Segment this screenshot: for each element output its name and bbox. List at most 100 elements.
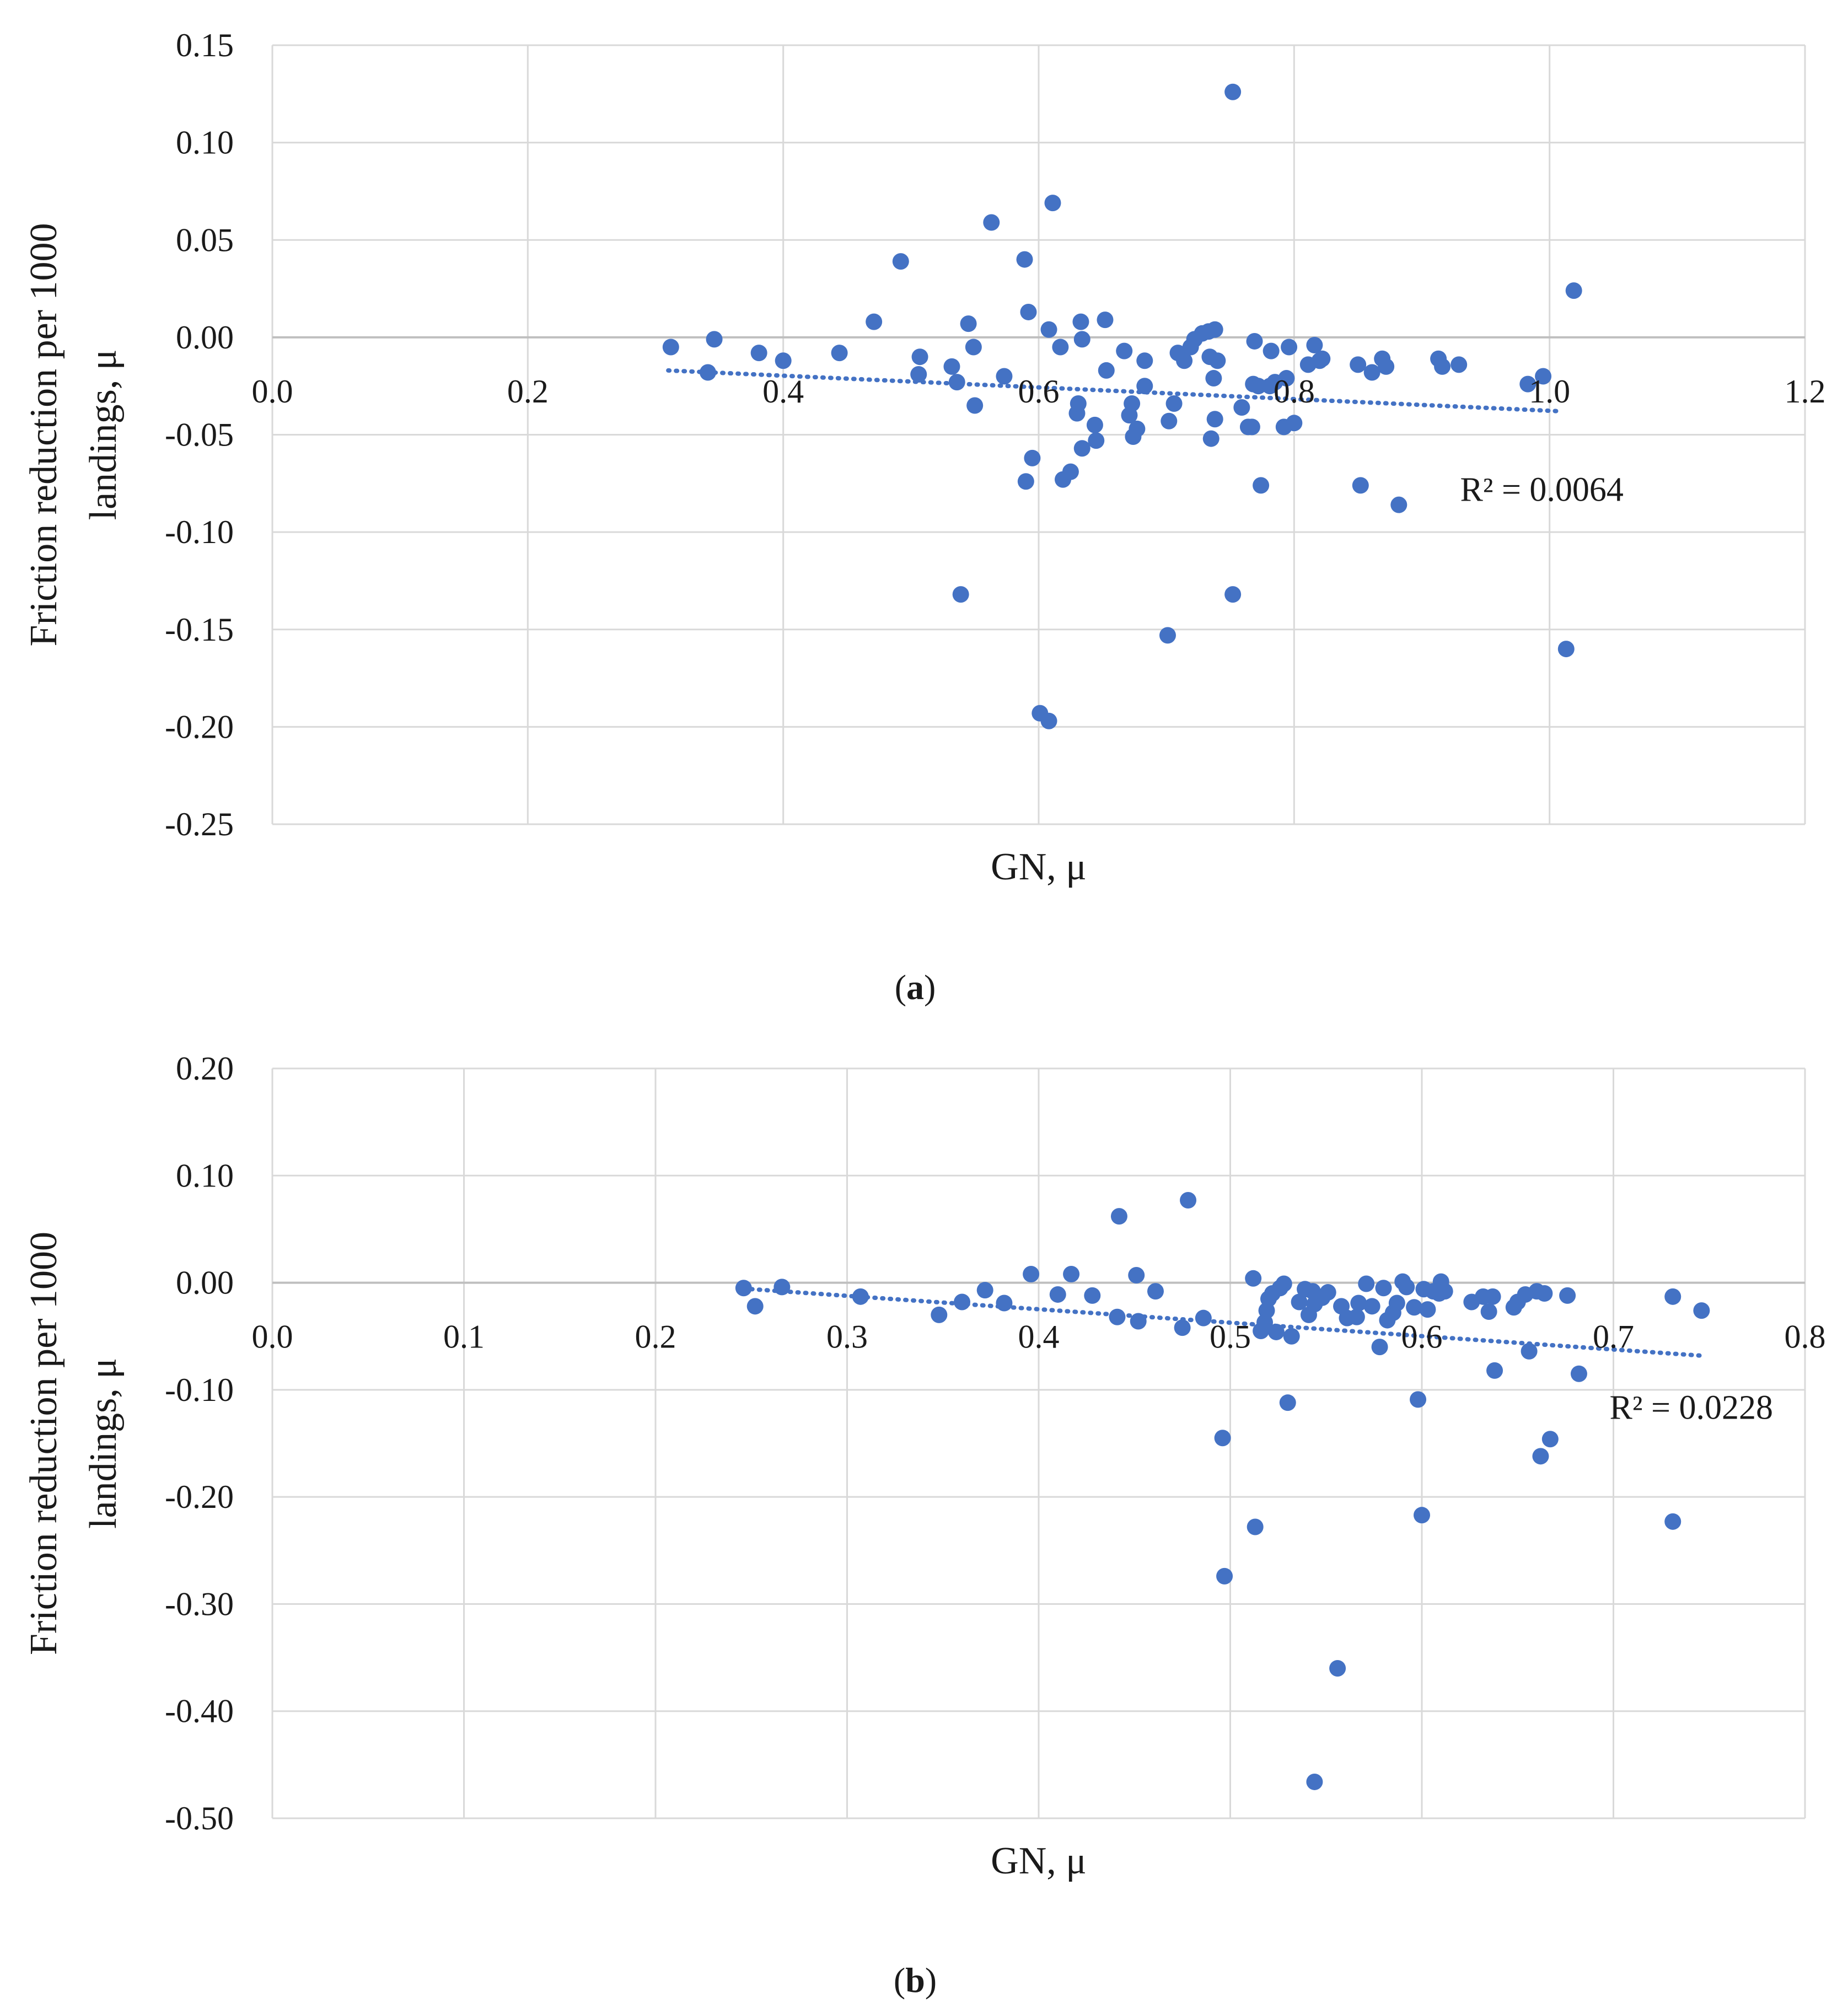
scatter-point	[1110, 1208, 1127, 1225]
scatter-point	[1557, 641, 1575, 658]
y-tick-label: -0.10	[165, 1372, 234, 1408]
scatter-point	[1350, 1295, 1367, 1312]
scatter-point	[1206, 321, 1223, 338]
scatter-point	[866, 313, 883, 330]
y-axis-title-line-1: Friction reduction per 1000	[23, 1232, 65, 1655]
x-tick-label: 0.5	[1210, 1319, 1251, 1355]
scatter-point	[1519, 375, 1537, 393]
scatter-point	[1664, 1288, 1682, 1305]
x-tick-label: 0.6	[1018, 373, 1060, 410]
scatter-point	[1224, 586, 1242, 603]
trendline	[666, 368, 1565, 414]
x-tick-label: 0.0	[252, 1319, 293, 1355]
scatter-point	[1128, 1266, 1145, 1283]
y-tick-label: -0.30	[165, 1586, 234, 1622]
y-axis-title-line-2: landings, μ	[82, 1358, 125, 1529]
scatter-point	[852, 1288, 869, 1305]
x-tick-label: 0.0	[252, 373, 293, 410]
y-tick-label: 0.00	[176, 1265, 234, 1301]
scatter-point	[1052, 339, 1069, 356]
scatter-point	[1040, 712, 1057, 729]
scatter-point	[1352, 477, 1369, 494]
linear-trendline	[666, 368, 1565, 414]
scatter-point	[1263, 342, 1280, 359]
grid-lines	[271, 1067, 1806, 1819]
y-tick-label: 0.15	[176, 27, 234, 63]
scatter-point	[1371, 1339, 1388, 1356]
scatter-point	[1329, 1660, 1346, 1677]
scatter-point	[1017, 473, 1034, 490]
scatter-point	[1693, 1302, 1710, 1319]
scatter-point	[983, 214, 1000, 231]
y-axis-title-line-2: landings, μ	[82, 350, 125, 520]
scatter-point	[1129, 420, 1146, 437]
scatter-point	[1072, 313, 1089, 330]
scatter-point	[1070, 395, 1087, 412]
scatter-point	[1176, 352, 1193, 369]
chart-panel-b: 0.20 0.10 0.00 -0.10 -0.20 -0.30 -0.40 -0.50 0.…	[23, 1050, 1826, 2000]
x-tick-label: 0.7	[1593, 1319, 1634, 1355]
scatter-point	[1480, 1303, 1497, 1320]
x-axis-title: GN, μ	[991, 1840, 1087, 1882]
scatter-point	[1124, 395, 1141, 412]
scatter-point	[1109, 1308, 1126, 1325]
scatter-point	[1040, 321, 1057, 338]
scatter-point	[1275, 1275, 1292, 1292]
y-tick-label: -0.05	[165, 417, 234, 453]
x-tick-labels: 0.0 0.1 0.2 0.3 0.4 0.5 0.6 0.7 0.8	[252, 1319, 1826, 1355]
scatter-point	[1388, 1295, 1405, 1312]
scatter-point	[1165, 395, 1183, 412]
x-tick-label: 0.1	[443, 1319, 485, 1355]
x-tick-labels: 0.0 0.2 0.4 0.6 0.8 1.0 1.2	[252, 373, 1826, 410]
x-tick-label: 0.6	[1401, 1319, 1443, 1355]
scatter-point	[948, 374, 965, 391]
scatter-point	[1484, 1288, 1501, 1305]
scatter-point	[1224, 83, 1242, 100]
scatter-point	[1283, 1328, 1300, 1345]
y-tick-label: 0.10	[176, 125, 234, 161]
scatter-point	[1098, 362, 1115, 379]
scatter-point	[1306, 1773, 1323, 1790]
scatter-point	[1161, 412, 1178, 429]
scatter-point	[1451, 356, 1468, 373]
grid-lines	[271, 44, 1806, 825]
y-tick-label: -0.20	[165, 1479, 234, 1515]
scatter-point	[1390, 496, 1408, 513]
y-tick-label: -0.25	[165, 806, 234, 842]
scatter-point	[1073, 440, 1090, 457]
scatter-point	[1088, 432, 1105, 449]
scatter-point	[1180, 1191, 1197, 1209]
data-points	[662, 83, 1582, 729]
scatter-point	[1664, 1513, 1682, 1530]
scatter-point	[1084, 1287, 1101, 1304]
scatter-point	[1410, 1391, 1427, 1408]
scatter-point	[1306, 337, 1323, 354]
scatter-point	[1363, 364, 1380, 381]
scatter-point	[1216, 1567, 1233, 1585]
scatter-point	[1378, 358, 1395, 375]
scatter-point	[1023, 1266, 1040, 1283]
scatter-point	[1281, 339, 1298, 356]
scatter-point	[1535, 368, 1552, 385]
scatter-point	[1486, 1362, 1503, 1379]
y-axis-title-line-1: Friction reduction per 1000	[23, 223, 65, 647]
chart-panel-a: 0.15 0.10 0.05 0.00 -0.05 -0.10 -0.15 -0.20 -0.2…	[23, 27, 1826, 1007]
scatter-point	[1570, 1365, 1587, 1382]
x-tick-label: 0.2	[635, 1319, 676, 1355]
scatter-point	[1436, 1283, 1453, 1300]
scatter-point	[966, 397, 984, 414]
x-tick-label: 0.8	[1274, 373, 1315, 410]
scatter-point	[1434, 358, 1451, 375]
x-tick-label: 0.8	[1785, 1319, 1826, 1355]
y-tick-label: -0.10	[165, 514, 234, 550]
scatter-point	[952, 586, 969, 603]
scatter-point	[1062, 463, 1079, 480]
scatter-point	[1363, 1298, 1380, 1315]
scatter-point	[1532, 1448, 1549, 1465]
y-tick-labels: 0.15 0.10 0.05 0.00 -0.05 -0.10 -0.15 -0.20 -0.2…	[165, 27, 234, 842]
scatter-point	[1073, 331, 1090, 348]
y-tick-label: 0.20	[176, 1050, 234, 1087]
x-tick-label: 0.2	[507, 373, 549, 410]
r-squared-label: R² = 0.0228	[1610, 1389, 1773, 1426]
